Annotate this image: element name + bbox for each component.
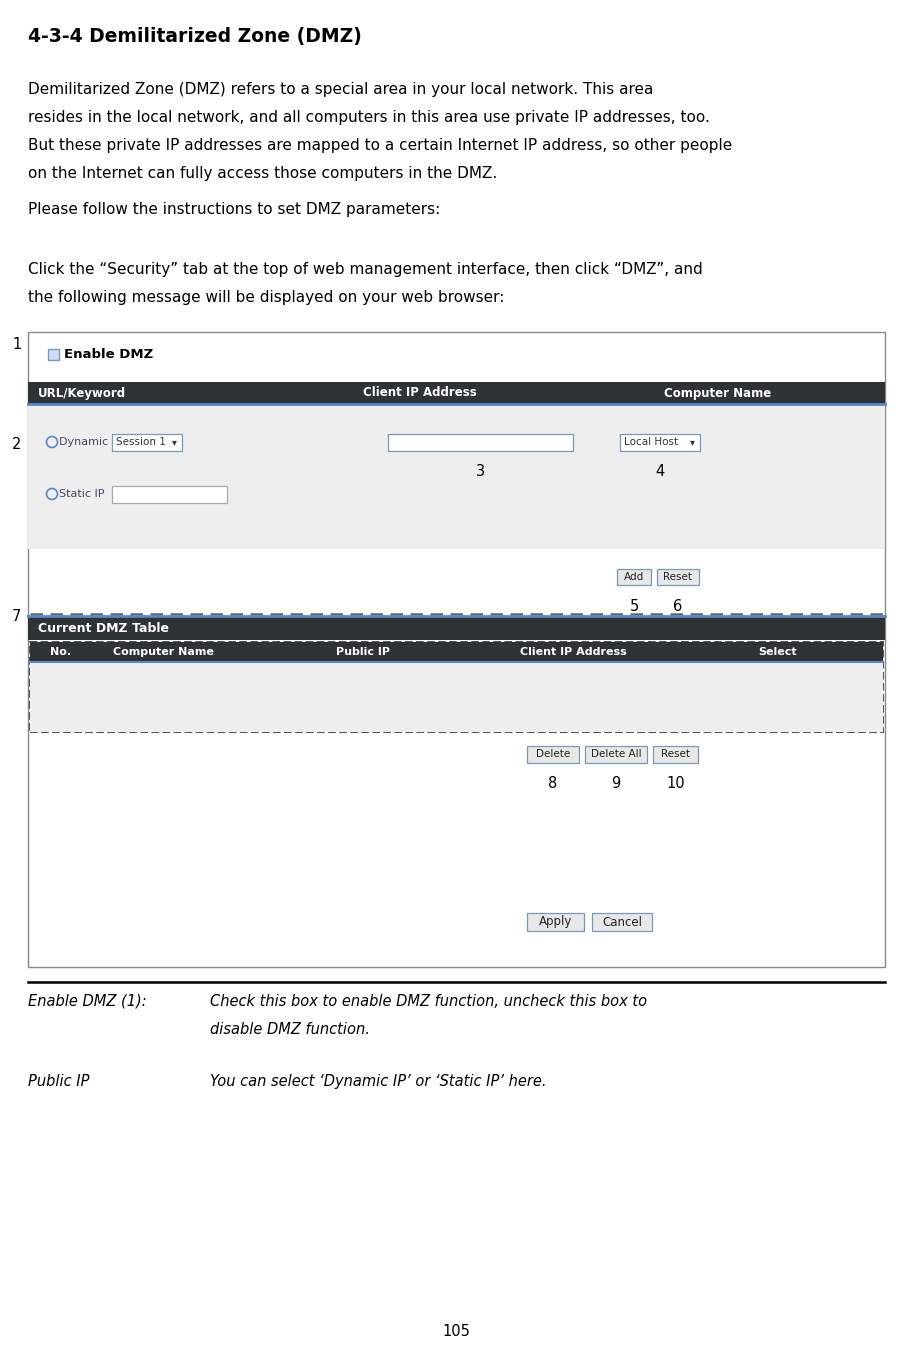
Bar <box>620 433 700 451</box>
Bar <box>28 383 885 404</box>
Text: Client IP Address: Client IP Address <box>519 647 626 657</box>
Text: Session 1: Session 1 <box>116 437 166 446</box>
Text: disable DMZ function.: disable DMZ function. <box>210 1022 370 1037</box>
Text: resides in the local network, and all computers in this area use private IP addr: resides in the local network, and all co… <box>28 110 710 125</box>
Text: Local Host: Local Host <box>624 437 678 446</box>
Bar <box>388 433 573 451</box>
Text: Client IP Address: Client IP Address <box>363 387 477 399</box>
Bar <box>30 642 883 662</box>
FancyBboxPatch shape <box>653 745 698 763</box>
Text: Cancel: Cancel <box>602 916 642 928</box>
Text: 4-3-4 Demilitarized Zone (DMZ): 4-3-4 Demilitarized Zone (DMZ) <box>28 27 362 46</box>
FancyBboxPatch shape <box>527 745 579 763</box>
FancyBboxPatch shape <box>585 745 647 763</box>
Text: 9: 9 <box>612 776 621 791</box>
Text: the following message will be displayed on your web browser:: the following message will be displayed … <box>28 290 504 305</box>
Text: 6: 6 <box>674 598 683 613</box>
Bar <box>30 642 883 731</box>
Text: Please follow the instructions to set DMZ parameters:: Please follow the instructions to set DM… <box>28 202 440 217</box>
Text: Enable DMZ (1):: Enable DMZ (1): <box>28 993 147 1010</box>
Bar <box>112 433 182 451</box>
FancyBboxPatch shape <box>657 569 699 585</box>
Text: Reset: Reset <box>661 749 690 759</box>
Text: Demilitarized Zone (DMZ) refers to a special area in your local network. This ar: Demilitarized Zone (DMZ) refers to a spe… <box>28 81 654 96</box>
Text: ▾: ▾ <box>690 437 695 446</box>
Text: Add: Add <box>624 573 645 582</box>
Text: 4: 4 <box>656 464 665 479</box>
FancyBboxPatch shape <box>527 913 584 931</box>
Text: No.: No. <box>50 647 71 657</box>
Text: 1: 1 <box>12 337 21 351</box>
Bar <box>28 332 885 968</box>
Text: Delete All: Delete All <box>591 749 641 759</box>
FancyBboxPatch shape <box>617 569 651 585</box>
Text: 3: 3 <box>476 464 485 479</box>
Text: 8: 8 <box>549 776 558 791</box>
Text: Check this box to enable DMZ function, uncheck this box to: Check this box to enable DMZ function, u… <box>210 993 647 1010</box>
Text: Reset: Reset <box>664 573 692 582</box>
Text: on the Internet can fully access those computers in the DMZ.: on the Internet can fully access those c… <box>28 166 498 180</box>
Text: 7: 7 <box>12 609 21 624</box>
Text: Dynamic IP: Dynamic IP <box>59 437 121 446</box>
Bar <box>48 349 59 360</box>
Text: 2: 2 <box>12 437 21 452</box>
Text: But these private IP addresses are mapped to a certain Internet IP address, so o: But these private IP addresses are mappe… <box>28 138 732 153</box>
Bar <box>28 404 885 550</box>
Text: You can select ‘Dynamic IP’ or ‘Static IP’ here.: You can select ‘Dynamic IP’ or ‘Static I… <box>210 1073 547 1090</box>
Bar <box>28 616 885 641</box>
Text: Static IP: Static IP <box>59 489 104 499</box>
Text: URL/Keyword: URL/Keyword <box>38 387 126 399</box>
Text: 10: 10 <box>666 776 685 791</box>
Text: ▾: ▾ <box>173 437 177 446</box>
Text: Computer Name: Computer Name <box>112 647 214 657</box>
Text: 5: 5 <box>629 598 638 613</box>
Text: Public IP: Public IP <box>28 1073 89 1090</box>
Text: Current DMZ Table: Current DMZ Table <box>38 622 169 635</box>
Text: Public IP: Public IP <box>336 647 390 657</box>
Text: Enable DMZ: Enable DMZ <box>64 347 153 361</box>
Text: Select: Select <box>759 647 797 657</box>
Text: Computer Name: Computer Name <box>665 387 771 399</box>
Text: 105: 105 <box>442 1324 470 1339</box>
Bar <box>112 486 227 502</box>
Text: Apply: Apply <box>539 916 572 928</box>
Text: Click the “Security” tab at the top of web management interface, then click “DMZ: Click the “Security” tab at the top of w… <box>28 262 703 277</box>
Text: Delete: Delete <box>536 749 570 759</box>
Bar <box>30 662 883 731</box>
FancyBboxPatch shape <box>592 913 652 931</box>
